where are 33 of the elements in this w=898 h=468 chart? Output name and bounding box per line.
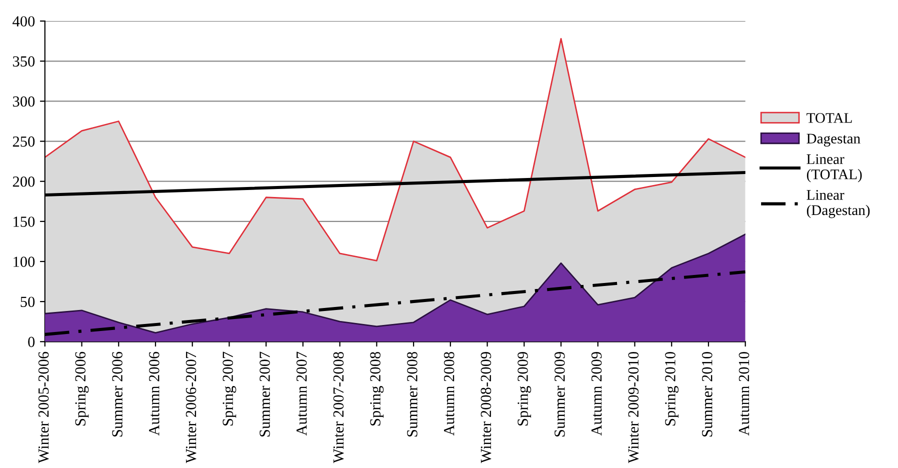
- legend-label: Linear (TOTAL): [806, 154, 862, 182]
- y-tick-label: 200: [12, 176, 35, 187]
- x-tick-label: Winter 2007-2008: [333, 352, 344, 464]
- x-tick-label: Spring 2008: [370, 352, 384, 426]
- x-tick-label: Spring 2006: [75, 352, 89, 426]
- y-tick-label: 50: [20, 296, 35, 308]
- x-tick-label: Winter 2005-2006: [38, 352, 49, 464]
- x-tick-label: Summer 2007: [260, 352, 270, 436]
- x-tick-label: Autumn 2008: [444, 352, 454, 436]
- x-tick-label: Summer 2006: [112, 352, 122, 436]
- y-tick-label: 400: [12, 16, 35, 27]
- x-tick-label: Spring 2007: [222, 352, 236, 426]
- x-tick-label: Autumn 2007: [296, 352, 307, 436]
- x-tick-label: Summer 2010: [702, 352, 712, 436]
- x-tick-label: Spring 2009: [518, 352, 532, 426]
- x-tick-label: Summer 2008: [407, 352, 418, 436]
- x-tick-label: Autumn 2006: [149, 352, 160, 436]
- y-tick-label: 100: [14, 256, 35, 267]
- y-tick-label: 150: [14, 216, 35, 227]
- legend-label: Dagestan: [806, 134, 860, 147]
- x-tick-label: Autumn 2009: [591, 352, 602, 436]
- x-tick-label: Winter 2009-2010: [628, 352, 639, 464]
- y-tick-label: 250: [12, 136, 35, 147]
- legend-label: TOTAL: [806, 113, 852, 123]
- x-tick-label: Winter 2008-2009: [480, 352, 492, 464]
- x-tick-label: Autumn 2010: [738, 352, 750, 436]
- y-tick-label: 350: [12, 56, 35, 67]
- x-tick-label: Spring 2010: [665, 352, 679, 426]
- legend-label: Linear (Dagestan): [806, 190, 870, 218]
- x-tick-label: Winter 2006-2007: [186, 352, 196, 464]
- y-tick-label: 300: [12, 96, 35, 107]
- x-tick-label: Summer 2009: [554, 352, 565, 436]
- y-tick-label: 0: [28, 336, 35, 348]
